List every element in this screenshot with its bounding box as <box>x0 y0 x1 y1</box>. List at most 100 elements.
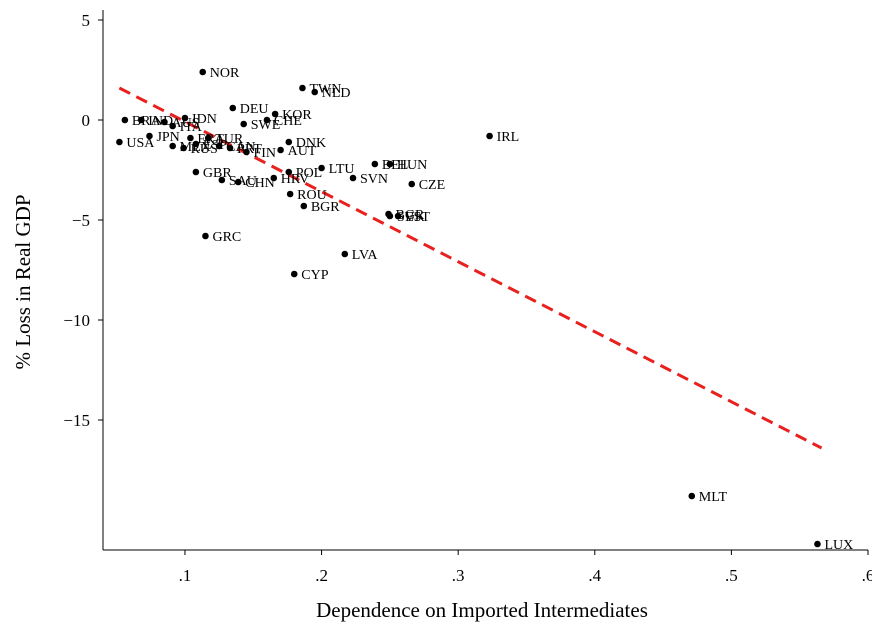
data-point <box>187 134 194 142</box>
data-point <box>169 122 176 130</box>
point-label: HRV <box>281 172 309 187</box>
data-point <box>349 174 357 182</box>
data-point <box>386 160 394 168</box>
point-label: USA <box>126 136 155 151</box>
data-point <box>408 180 416 188</box>
data-point <box>486 132 493 140</box>
y-tick-label: −15 <box>63 411 90 430</box>
point-label: BGR <box>396 208 425 223</box>
data-point <box>318 164 325 172</box>
data-point <box>218 176 226 184</box>
data-point <box>181 114 189 122</box>
y-tick-label: 0 <box>82 111 91 130</box>
data-point <box>271 110 279 118</box>
point-label: TUR <box>215 132 244 147</box>
point-label: SWE <box>251 118 281 133</box>
y-axis-title: % Loss in Real GDP <box>11 195 35 370</box>
fit-line <box>118 86 823 450</box>
point-label: LUX <box>824 538 853 553</box>
point-label: GRC <box>212 230 241 245</box>
data-point <box>234 178 242 186</box>
y-tick-label: 5 <box>82 11 91 30</box>
point-label: BGR <box>311 200 340 215</box>
data-point <box>121 116 129 124</box>
data-point <box>371 160 379 168</box>
point-label: NOR <box>210 66 240 81</box>
data-point <box>311 88 319 96</box>
point-label: FIN <box>253 146 276 161</box>
data-point <box>285 168 293 176</box>
data-point <box>229 104 237 112</box>
data-point <box>240 120 248 128</box>
x-ticks: .1 .2 .3 .4 .5 .6 <box>179 550 872 585</box>
data-point <box>199 68 207 76</box>
data-point <box>263 116 271 124</box>
data-point <box>204 134 212 142</box>
x-tick-label: .3 <box>452 566 465 585</box>
point-label: ROU <box>297 188 327 203</box>
data-point <box>192 168 200 176</box>
data-point <box>386 212 394 220</box>
axes <box>102 10 868 551</box>
point-label: LVA <box>352 248 379 263</box>
data-point <box>270 174 278 182</box>
x-tick-label: .6 <box>862 566 872 585</box>
y-tick-label: −5 <box>72 211 90 230</box>
point-label: CHN <box>245 176 275 191</box>
point-label: IND <box>148 114 173 129</box>
point-label: SVK <box>397 210 425 225</box>
point-label: AUS <box>171 116 199 131</box>
y-ticks: 5 0 −5 −10 −15 <box>63 11 103 430</box>
point-label: HUN <box>397 158 427 173</box>
point-label: CZE <box>419 178 445 193</box>
x-tick-label: .2 <box>315 566 328 585</box>
data-point <box>169 142 176 150</box>
point-label: DEU <box>240 102 269 117</box>
data-point <box>285 138 293 146</box>
point-label: GBR <box>203 166 232 181</box>
point-label: NLD <box>322 86 351 101</box>
data-point <box>277 146 284 154</box>
point-label: IRL <box>497 130 520 145</box>
point-label: SAU <box>229 174 257 189</box>
data-point <box>161 118 168 126</box>
data-point <box>688 492 696 500</box>
point-label: POL <box>296 166 322 181</box>
point-label: KOR <box>282 108 312 123</box>
point-label: ESP <box>203 138 227 153</box>
point-label: AUT <box>288 144 317 159</box>
data-point <box>137 116 145 124</box>
data-point <box>202 232 209 240</box>
data-point <box>180 144 187 152</box>
point-label: DNK <box>296 136 326 151</box>
data-point <box>290 270 298 278</box>
data-point <box>286 190 294 198</box>
point-label: EST <box>405 210 430 225</box>
x-tick-label: .4 <box>588 566 601 585</box>
data-point <box>243 148 250 156</box>
point-label: ITA <box>180 120 203 135</box>
point-label: CHE <box>274 114 302 129</box>
data-point <box>814 540 821 548</box>
point-label: PRT <box>237 142 262 157</box>
x-axis-title: Dependence on Imported Intermediates <box>316 598 648 622</box>
x-tick-label: .5 <box>725 566 738 585</box>
points: NORTWNNLDDEUKORCHESWEBRAINDAUSITAIDNJPNF… <box>116 66 853 553</box>
data-point <box>341 250 349 258</box>
point-label: MLT <box>699 490 728 505</box>
data-point <box>215 142 223 150</box>
data-point <box>300 202 308 210</box>
point-label: LTU <box>329 162 355 177</box>
point-label: MEX <box>180 140 211 155</box>
data-point <box>192 140 200 148</box>
data-point <box>394 212 402 220</box>
y-tick-label: −10 <box>63 311 90 330</box>
point-label: IDN <box>192 112 217 127</box>
data-point <box>299 84 306 92</box>
point-label: CYP <box>301 268 328 283</box>
data-point <box>146 132 153 140</box>
data-point <box>116 138 123 146</box>
data-point <box>226 144 234 152</box>
point-label: SVN <box>360 172 388 187</box>
